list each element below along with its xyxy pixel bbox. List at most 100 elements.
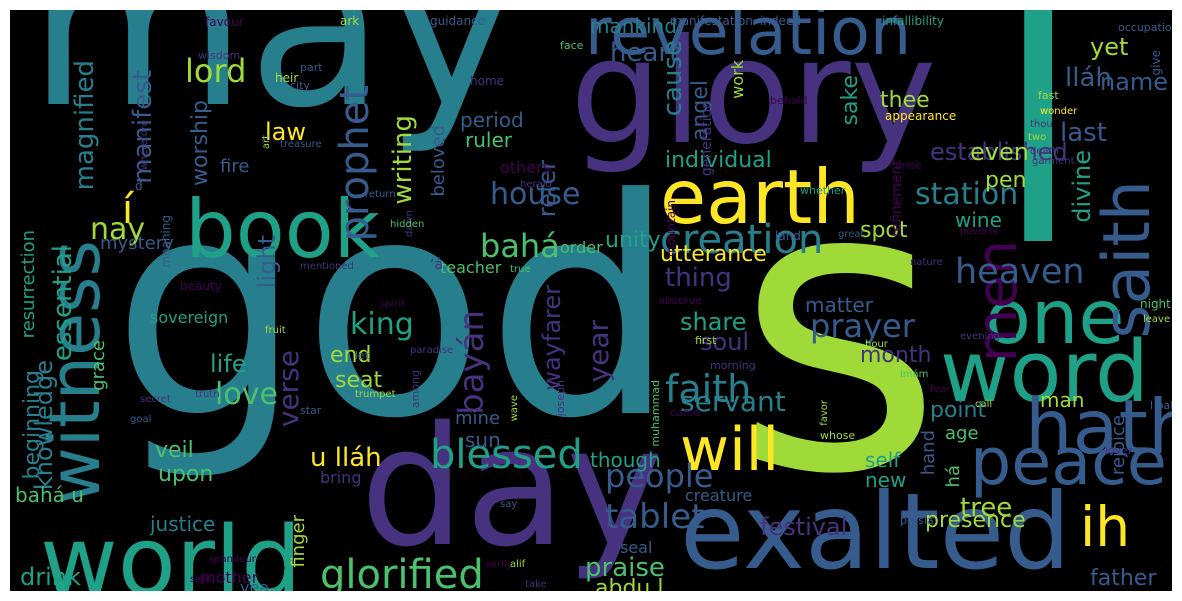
word-127: indeed [760,14,801,28]
word-129: occupation [1118,21,1172,34]
word-184: hidden [390,219,425,230]
word-109: beloved [428,125,449,197]
word-140: two [1028,132,1047,143]
word-143: death [1030,146,1059,157]
word-99: last [1060,118,1107,148]
word-118: seal [620,538,653,557]
word-114: finger [288,515,309,568]
word-27: people [605,457,714,495]
word-67: light [253,235,281,289]
word-134: city [290,79,310,92]
word-68: veil [155,438,194,463]
word-13: one [985,273,1125,361]
word-46: worship [188,100,213,186]
word-26: tablet [605,497,705,537]
word-30: prophet [332,85,378,242]
word-144: garment [1032,156,1075,167]
word-81: father [1090,566,1157,591]
word-192: say [500,499,518,510]
word-58: utterance [660,242,767,267]
word-101: name [1100,68,1169,96]
word-185: herald [520,179,552,190]
word-33: í [122,187,134,233]
word-34: nay [90,212,146,247]
word-146: whether [800,184,846,197]
word-95: even [970,138,1029,166]
word-171: beauty [180,279,222,293]
word-24: heaven [955,252,1085,292]
word-193: verily [485,559,513,570]
word-113: sovereign [150,308,229,327]
word-51: period [460,108,524,132]
word-120: work [728,60,747,99]
word-121: generation [699,100,715,177]
word-160: muhammad [649,380,662,447]
word-9: earth [660,153,860,241]
word-153: first [695,334,717,347]
word-96: pen [985,168,1027,193]
word-145: arise [895,159,922,172]
word-79: tree [960,493,1013,523]
word-189: true [510,264,531,275]
word-91: spot [860,218,908,243]
word-3: s [735,97,944,562]
word-90: matter [805,293,873,317]
word-141: appearance [885,109,957,123]
word-106: grace [88,340,109,391]
word-75: praise [585,553,665,583]
word-84: age [945,423,979,444]
word-161: come [670,406,701,419]
word-147: great [838,229,865,240]
word-158: fear [930,384,950,395]
word-115: bring [320,468,362,487]
word-22: creation [660,217,824,263]
word-164: persia [900,514,934,527]
word-76: abdu l [595,576,664,592]
word-cloud-canvas: may god s l glory day exalted world earth book rev… [10,10,1172,591]
word-197: treasure [280,139,322,150]
word-149: poverty [960,226,999,237]
word-1: may [28,10,519,158]
word-100: lláh [1065,63,1112,93]
word-123: favour [205,15,244,29]
word-179: among [409,370,422,409]
word-180: joseph [554,380,567,417]
word-178: trumpet [355,389,396,400]
word-107: mystery [100,233,174,254]
word-102: yet [1090,33,1129,61]
word-48: law [265,118,307,146]
word-43: resurrection [18,230,39,339]
word-117: mother [200,568,259,587]
word-82: man [1040,388,1085,412]
word-155: morning [710,359,756,372]
word-108: fire [220,156,250,177]
word-156: evening [960,331,1001,342]
word-42: beginning [20,370,45,480]
word-159: call [975,399,993,410]
word-50: mankind [590,14,677,38]
word-131: wisdom [198,49,241,62]
word-172: fruit [265,325,286,336]
word-63: unity [605,228,661,253]
word-104: bahá u [15,483,84,507]
word-157: imám [900,369,929,380]
word-2: god [112,135,677,484]
word-54: cause [658,40,688,117]
word-187: let [355,349,370,362]
word-32: bahá [480,227,560,265]
word-37: love [215,377,278,412]
word-166: leave [1143,314,1171,325]
word-29: house [490,177,581,212]
word-52: ruler [465,128,512,152]
word-14: hath [1025,383,1172,471]
word-126: manifestation [670,14,753,28]
word-35: lord [185,52,247,90]
word-175: secret [140,394,171,405]
word-40: essential [48,245,78,362]
word-168: l bahá [1150,399,1172,412]
word-70: verse [272,350,305,428]
word-25: faith [665,367,752,411]
word-78: presence [925,508,1026,533]
word-71: u lláh [310,443,382,473]
word-15: peace [970,425,1167,500]
